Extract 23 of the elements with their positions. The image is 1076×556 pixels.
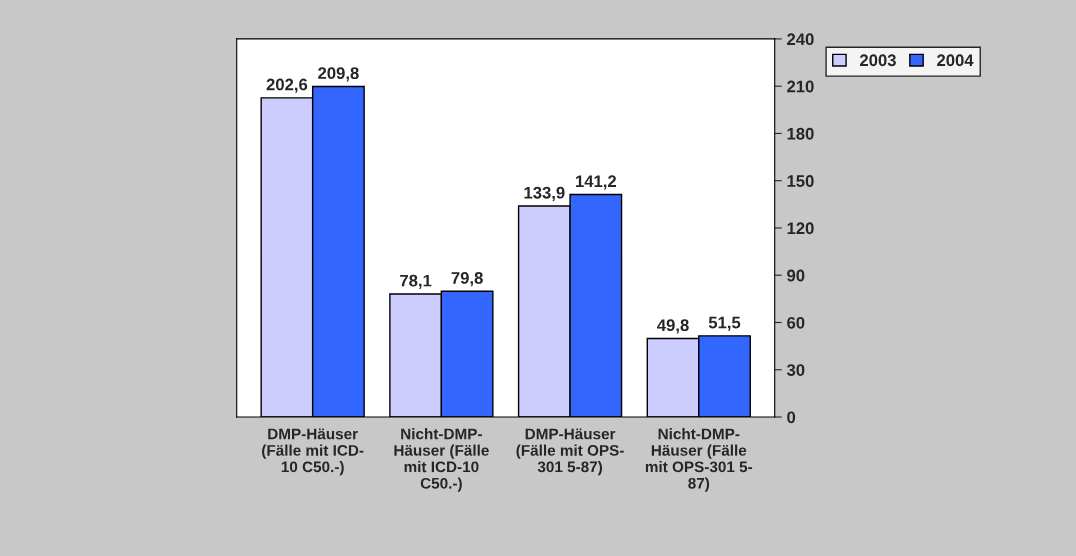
y-tick-label: 60	[787, 316, 805, 329]
y-tick-label: 240	[787, 33, 814, 46]
x-tick-label: DMP-Häuser (Fälle mit OPS- 301 5-87)	[516, 428, 624, 476]
y-tick-label: 0	[787, 411, 796, 424]
x-tick-label: Nicht-DMP- Häuser (Fälle mit OPS-301 5- 87)	[645, 428, 753, 492]
y-tick-label: 120	[787, 222, 814, 235]
data-label: 202,6	[266, 78, 308, 93]
y-tick-label: 180	[787, 127, 814, 140]
y-tick-label: 90	[787, 269, 805, 282]
x-tick-label: Nicht-DMP- Häuser (Fälle mit ICD-10 C50.-)	[394, 428, 489, 492]
legend-label: 2004	[937, 54, 974, 67]
x-tick-label: DMP-Häuser (Fälle mit ICD- 10 C50.-)	[262, 428, 364, 476]
y-tick-label: 150	[787, 175, 814, 187]
data-label: 209,8	[318, 67, 359, 82]
data-label: 141,2	[576, 175, 616, 190]
data-label: 133,9	[524, 186, 565, 202]
data-label: 51,5	[708, 316, 741, 331]
y-tick-label: 210	[787, 80, 814, 93]
data-label: 79,8	[451, 272, 483, 287]
legend-label: 2003	[860, 54, 896, 67]
y-tick-label: 30	[786, 364, 805, 376]
data-label: 78,1	[400, 274, 432, 289]
data-label: 49,8	[657, 319, 689, 334]
